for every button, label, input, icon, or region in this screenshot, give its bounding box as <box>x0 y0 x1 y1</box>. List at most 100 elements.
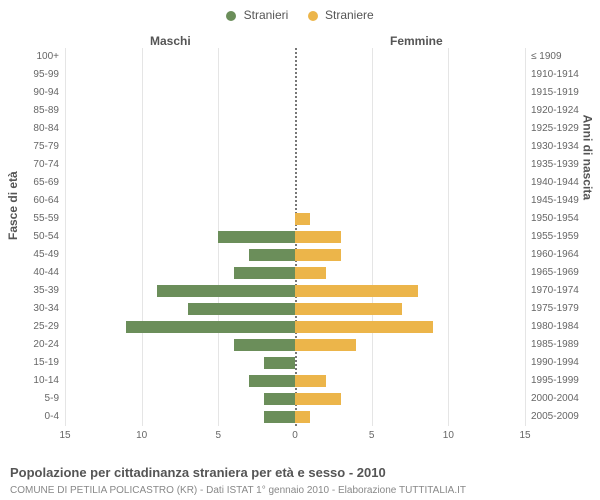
y-tick-age: 70-74 <box>33 156 65 174</box>
bar-male <box>264 393 295 406</box>
y-tick-birth: 1935-1939 <box>525 156 579 174</box>
y-tick-birth: 1995-1999 <box>525 372 579 390</box>
bar-male <box>264 357 295 370</box>
age-row: 15-191990-1994 <box>65 354 525 372</box>
bar-male <box>234 339 295 352</box>
y-tick-age: 50-54 <box>33 228 65 246</box>
bar-female <box>295 393 341 406</box>
age-row: 45-491960-1964 <box>65 246 525 264</box>
y-tick-age: 5-9 <box>45 390 65 408</box>
y-tick-age: 65-69 <box>33 174 65 192</box>
bar-female <box>295 213 310 226</box>
y-tick-birth: ≤ 1909 <box>525 48 562 66</box>
x-tick: 0 <box>292 430 298 441</box>
x-tick: 15 <box>59 430 70 441</box>
y-tick-birth: 1990-1994 <box>525 354 579 372</box>
age-row: 95-991910-1914 <box>65 66 525 84</box>
age-row: 0-42005-2009 <box>65 408 525 426</box>
age-row: 20-241985-1989 <box>65 336 525 354</box>
y-tick-age: 75-79 <box>33 138 65 156</box>
age-row: 40-441965-1969 <box>65 264 525 282</box>
bar-female <box>295 249 341 262</box>
y-tick-age: 90-94 <box>33 84 65 102</box>
x-tick: 5 <box>369 430 375 441</box>
x-tick: 15 <box>519 430 530 441</box>
bar-female <box>295 339 356 352</box>
age-row: 50-541955-1959 <box>65 228 525 246</box>
bar-male <box>249 375 295 388</box>
legend: Stranieri Straniere <box>0 8 600 22</box>
age-row: 25-291980-1984 <box>65 318 525 336</box>
age-row: 10-141995-1999 <box>65 372 525 390</box>
bar-male <box>264 411 295 424</box>
age-row: 35-391970-1974 <box>65 282 525 300</box>
y-tick-age: 45-49 <box>33 246 65 264</box>
bar-male <box>234 267 295 280</box>
x-tick: 10 <box>136 430 147 441</box>
age-row: 70-741935-1939 <box>65 156 525 174</box>
plot-area: 15105051015100+≤ 190995-991910-191490-94… <box>65 48 525 426</box>
chart-title: Popolazione per cittadinanza straniera p… <box>10 465 386 480</box>
y-tick-birth: 1940-1944 <box>525 174 579 192</box>
y-tick-birth: 1910-1914 <box>525 66 579 84</box>
y-tick-birth: 1925-1929 <box>525 120 579 138</box>
y-tick-age: 95-99 <box>33 66 65 84</box>
age-row: 100+≤ 1909 <box>65 48 525 66</box>
y-tick-birth: 1915-1919 <box>525 84 579 102</box>
y-tick-birth: 2000-2004 <box>525 390 579 408</box>
y-tick-birth: 1960-1964 <box>525 246 579 264</box>
population-pyramid-chart: Stranieri Straniere Maschi Femmine Fasce… <box>0 0 600 500</box>
bar-female <box>295 285 418 298</box>
y-tick-birth: 1980-1984 <box>525 318 579 336</box>
y-tick-birth: 1975-1979 <box>525 300 579 318</box>
y-tick-birth: 1930-1934 <box>525 138 579 156</box>
y-tick-age: 100+ <box>36 48 65 66</box>
y-tick-birth: 1950-1954 <box>525 210 579 228</box>
legend-item-female: Straniere <box>308 8 374 22</box>
legend-label-female: Straniere <box>325 8 374 22</box>
bar-female <box>295 375 326 388</box>
age-row: 5-92000-2004 <box>65 390 525 408</box>
legend-swatch-male <box>226 11 236 21</box>
bar-male <box>126 321 295 334</box>
age-row: 65-691940-1944 <box>65 174 525 192</box>
y-tick-age: 55-59 <box>33 210 65 228</box>
age-row: 55-591950-1954 <box>65 210 525 228</box>
age-row: 30-341975-1979 <box>65 300 525 318</box>
y-axis-title-right: Anni di nascita <box>580 115 594 200</box>
bar-female <box>295 321 433 334</box>
x-tick: 10 <box>443 430 454 441</box>
y-tick-age: 0-4 <box>45 408 65 426</box>
bar-female <box>295 303 402 316</box>
bar-male <box>188 303 295 316</box>
age-row: 80-841925-1929 <box>65 120 525 138</box>
y-tick-birth: 1920-1924 <box>525 102 579 120</box>
y-tick-birth: 1955-1959 <box>525 228 579 246</box>
y-tick-age: 85-89 <box>33 102 65 120</box>
y-tick-birth: 2005-2009 <box>525 408 579 426</box>
age-row: 75-791930-1934 <box>65 138 525 156</box>
age-row: 90-941915-1919 <box>65 84 525 102</box>
bar-female <box>295 231 341 244</box>
y-tick-birth: 1985-1989 <box>525 336 579 354</box>
bar-female <box>295 411 310 424</box>
bar-male <box>218 231 295 244</box>
y-tick-age: 10-14 <box>33 372 65 390</box>
legend-item-male: Stranieri <box>226 8 288 22</box>
y-tick-age: 35-39 <box>33 282 65 300</box>
column-header-female: Femmine <box>390 34 443 48</box>
legend-swatch-female <box>308 11 318 21</box>
y-tick-age: 60-64 <box>33 192 65 210</box>
y-tick-age: 25-29 <box>33 318 65 336</box>
chart-subtitle: COMUNE DI PETILIA POLICASTRO (KR) - Dati… <box>10 485 466 496</box>
y-axis-title-left: Fasce di età <box>6 171 20 240</box>
age-row: 60-641945-1949 <box>65 192 525 210</box>
y-tick-age: 40-44 <box>33 264 65 282</box>
x-tick: 5 <box>216 430 222 441</box>
bar-male <box>157 285 295 298</box>
bar-male <box>249 249 295 262</box>
column-header-male: Maschi <box>150 34 191 48</box>
y-tick-birth: 1965-1969 <box>525 264 579 282</box>
legend-label-male: Stranieri <box>244 8 289 22</box>
y-tick-age: 15-19 <box>33 354 65 372</box>
